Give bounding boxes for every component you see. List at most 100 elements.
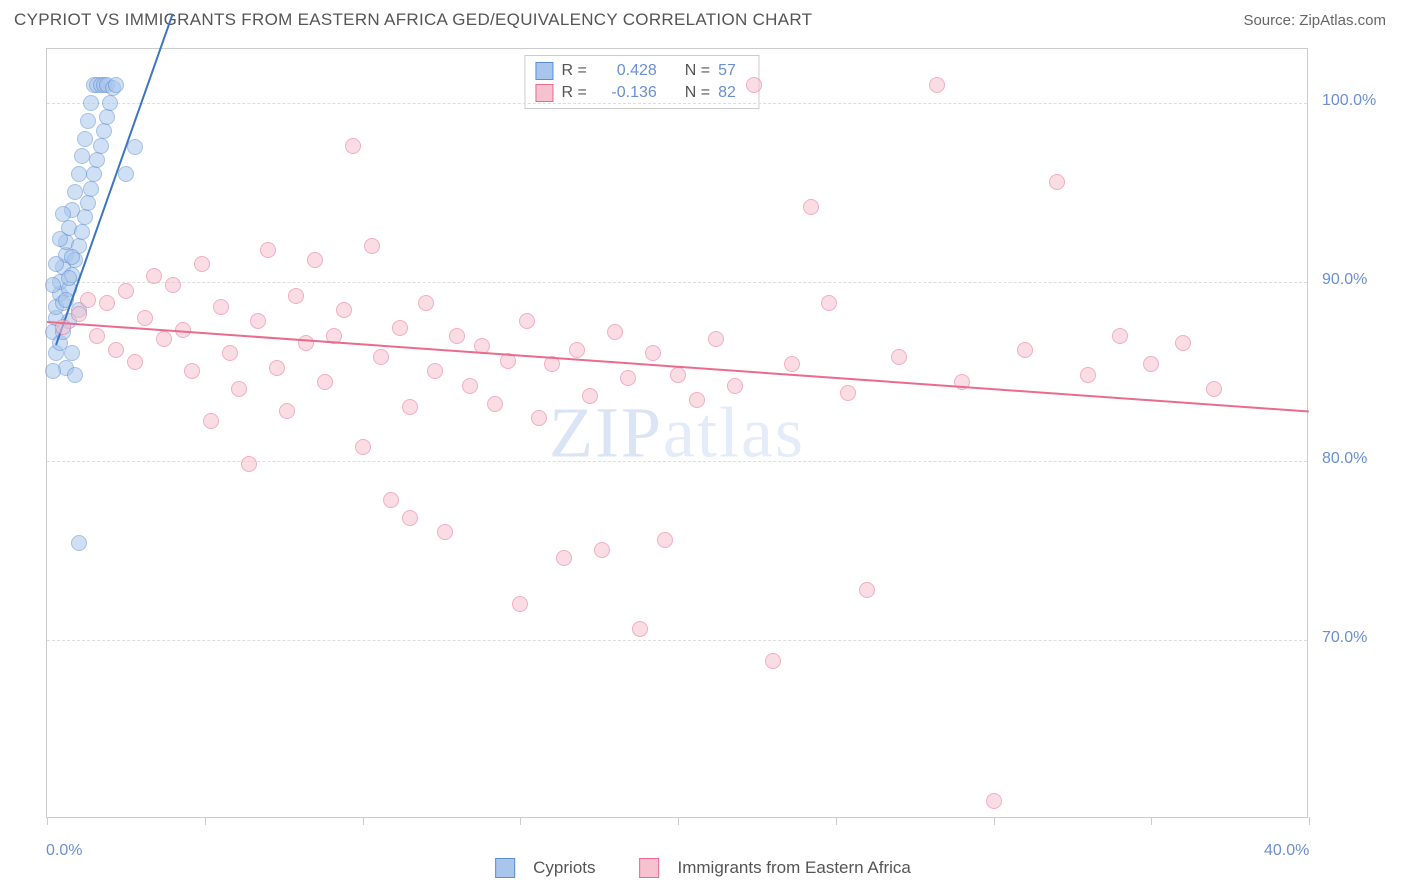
scatter-point-series-1: [1080, 367, 1096, 383]
legend-row-series-0: R = 0.428 N = 57: [535, 60, 748, 82]
scatter-point-series-1: [184, 363, 200, 379]
y-tick-label: 100.0%: [1322, 92, 1376, 110]
scatter-point-series-1: [1112, 328, 1128, 344]
scatter-point-series-0: [99, 109, 115, 125]
legend-correlation-box: R = 0.428 N = 57 R = -0.136 N = 82: [524, 55, 759, 109]
x-tick-mark: [520, 817, 521, 825]
scatter-point-series-1: [373, 349, 389, 365]
scatter-point-series-0: [45, 277, 61, 293]
legend-r-label: R =: [561, 84, 586, 102]
legend-bottom-label-0: Cypriots: [533, 858, 595, 878]
scatter-point-series-1: [784, 356, 800, 372]
legend-n-value-1: 82: [718, 84, 748, 102]
scatter-point-series-0: [61, 270, 77, 286]
scatter-point-series-1: [250, 313, 266, 329]
scatter-point-series-1: [746, 77, 762, 93]
x-tick-mark: [47, 817, 48, 825]
scatter-point-series-1: [99, 295, 115, 311]
scatter-point-series-1: [336, 302, 352, 318]
scatter-point-series-1: [645, 345, 661, 361]
x-tick-mark: [994, 817, 995, 825]
scatter-point-series-1: [269, 360, 285, 376]
scatter-point-series-1: [231, 381, 247, 397]
scatter-point-series-0: [77, 131, 93, 147]
chart-header: CYPRIOT VS IMMIGRANTS FROM EASTERN AFRIC…: [0, 0, 1406, 36]
legend-swatch-series-0: [535, 62, 553, 80]
scatter-point-series-1: [146, 268, 162, 284]
scatter-point-series-1: [288, 288, 304, 304]
y-tick-label: 80.0%: [1322, 450, 1367, 468]
scatter-point-series-0: [102, 95, 118, 111]
scatter-point-series-0: [93, 138, 109, 154]
scatter-point-series-1: [355, 439, 371, 455]
scatter-point-series-1: [222, 345, 238, 361]
scatter-point-series-1: [298, 335, 314, 351]
scatter-point-series-1: [594, 542, 610, 558]
scatter-point-series-1: [71, 306, 87, 322]
scatter-point-series-0: [67, 367, 83, 383]
scatter-point-series-1: [127, 354, 143, 370]
legend-r-label: R =: [561, 62, 586, 80]
scatter-point-series-1: [89, 328, 105, 344]
scatter-point-series-0: [55, 206, 71, 222]
scatter-point-series-1: [156, 331, 172, 347]
scatter-point-series-1: [519, 313, 535, 329]
scatter-point-series-1: [392, 320, 408, 336]
scatter-point-series-1: [891, 349, 907, 365]
legend-r-value-1: -0.136: [595, 84, 657, 102]
scatter-point-series-0: [74, 224, 90, 240]
scatter-point-series-1: [803, 199, 819, 215]
scatter-point-series-0: [96, 123, 112, 139]
scatter-point-series-1: [137, 310, 153, 326]
legend-r-value-0: 0.428: [595, 62, 657, 80]
scatter-point-series-1: [1206, 381, 1222, 397]
scatter-point-series-1: [487, 396, 503, 412]
scatter-point-series-0: [64, 345, 80, 361]
scatter-point-series-0: [71, 166, 87, 182]
scatter-point-series-1: [427, 363, 443, 379]
scatter-point-series-1: [317, 374, 333, 390]
legend-n-label: N =: [685, 84, 710, 102]
scatter-point-series-1: [632, 621, 648, 637]
scatter-point-series-1: [1017, 342, 1033, 358]
scatter-point-series-1: [279, 403, 295, 419]
scatter-point-series-1: [203, 413, 219, 429]
x-tick-mark: [836, 817, 837, 825]
scatter-point-series-0: [83, 181, 99, 197]
y-tick-label: 90.0%: [1322, 271, 1367, 289]
scatter-point-series-0: [86, 166, 102, 182]
scatter-point-series-1: [620, 370, 636, 386]
scatter-point-series-1: [437, 524, 453, 540]
scatter-point-series-0: [89, 152, 105, 168]
scatter-point-series-1: [402, 510, 418, 526]
gridline-horizontal: [47, 640, 1307, 641]
scatter-point-series-0: [48, 256, 64, 272]
scatter-point-series-1: [840, 385, 856, 401]
scatter-point-series-1: [418, 295, 434, 311]
scatter-point-series-1: [364, 238, 380, 254]
scatter-point-series-1: [765, 653, 781, 669]
scatter-point-series-1: [1175, 335, 1191, 351]
x-tick-mark: [678, 817, 679, 825]
scatter-point-series-0: [80, 195, 96, 211]
x-tick-mark: [1151, 817, 1152, 825]
scatter-point-series-1: [449, 328, 465, 344]
scatter-point-series-1: [569, 342, 585, 358]
scatter-point-series-0: [83, 95, 99, 111]
scatter-point-series-1: [165, 277, 181, 293]
scatter-point-series-0: [108, 77, 124, 93]
x-tick-mark: [205, 817, 206, 825]
scatter-point-series-0: [64, 249, 80, 265]
scatter-point-series-1: [118, 283, 134, 299]
scatter-point-series-0: [118, 166, 134, 182]
x-tick-mark: [363, 817, 364, 825]
chart-title: CYPRIOT VS IMMIGRANTS FROM EASTERN AFRIC…: [14, 10, 812, 30]
scatter-point-series-0: [45, 363, 61, 379]
scatter-point-series-1: [213, 299, 229, 315]
scatter-point-series-1: [607, 324, 623, 340]
scatter-point-series-1: [821, 295, 837, 311]
scatter-point-series-1: [241, 456, 257, 472]
scatter-point-series-1: [108, 342, 124, 358]
scatter-point-series-1: [670, 367, 686, 383]
legend-bottom-swatch-1: [640, 858, 660, 878]
